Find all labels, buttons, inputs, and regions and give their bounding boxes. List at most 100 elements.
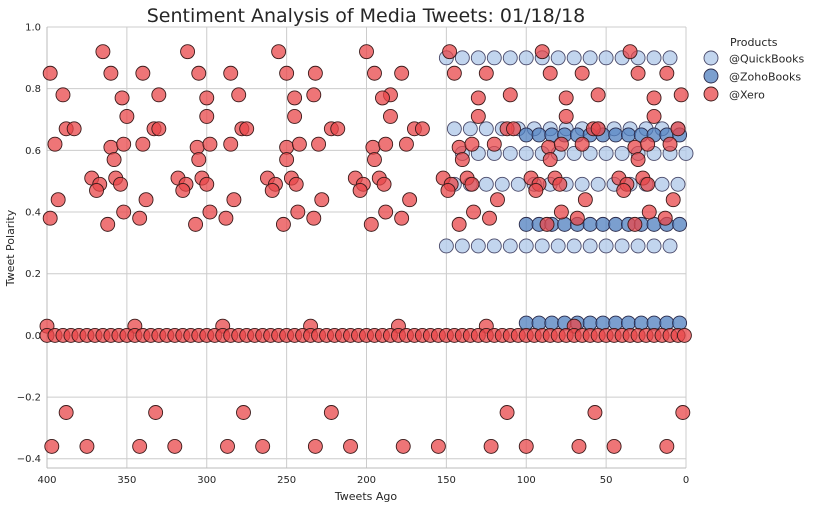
data-point — [306, 210, 322, 226]
data-point — [646, 108, 662, 124]
data-point — [239, 121, 255, 137]
data-point — [151, 121, 167, 137]
data-point — [582, 238, 598, 254]
data-point — [119, 108, 135, 124]
data-point — [148, 405, 164, 420]
data-point — [376, 176, 392, 192]
data-point — [646, 238, 662, 254]
data-point — [188, 216, 204, 232]
data-point — [486, 136, 502, 152]
data-point — [95, 44, 111, 60]
data-point — [375, 90, 390, 106]
x-tick-label: 350 — [117, 475, 136, 486]
data-point — [606, 438, 622, 454]
data-point — [595, 216, 611, 232]
data-point — [100, 216, 116, 232]
data-point — [446, 121, 462, 137]
data-point — [470, 90, 486, 106]
data-point — [367, 65, 382, 81]
data-point — [306, 87, 322, 103]
data-point — [566, 50, 582, 66]
data-point — [528, 182, 544, 198]
data-point — [598, 50, 614, 66]
data-points — [39, 44, 694, 454]
data-point — [132, 210, 148, 226]
data-point — [478, 121, 494, 137]
data-point — [616, 182, 632, 198]
y-tick-label: 0.6 — [25, 146, 41, 157]
data-point — [557, 216, 573, 232]
data-point — [641, 204, 657, 220]
data-point — [223, 65, 239, 81]
data-point — [395, 438, 411, 454]
data-point — [590, 87, 606, 103]
data-point — [614, 238, 630, 254]
data-point — [135, 136, 151, 152]
data-point — [582, 50, 598, 66]
data-point — [577, 192, 593, 208]
data-point — [470, 238, 486, 254]
data-point — [659, 438, 675, 454]
data-point — [506, 121, 521, 137]
data-point — [574, 136, 590, 152]
chart-title: Sentiment Analysis of Media Tweets: 01/1… — [147, 5, 586, 27]
data-point — [534, 44, 550, 60]
data-point — [202, 204, 218, 220]
legend-item: @QuickBooks — [703, 50, 804, 66]
data-point — [279, 152, 295, 168]
data-point — [566, 238, 582, 254]
data-point — [466, 204, 481, 220]
data-point — [518, 50, 534, 66]
data-point — [676, 327, 692, 343]
data-point — [630, 65, 646, 81]
data-point — [552, 176, 568, 192]
data-point — [590, 176, 606, 192]
data-point — [494, 176, 510, 192]
data-point — [89, 182, 104, 198]
data-point — [365, 139, 381, 155]
data-point — [569, 210, 585, 226]
data-point — [590, 121, 606, 137]
data-point — [454, 238, 470, 254]
data-point — [608, 315, 624, 331]
data-point — [542, 152, 558, 168]
data-point — [199, 108, 215, 124]
data-point — [218, 210, 234, 226]
data-point — [114, 90, 130, 106]
data-point — [42, 210, 58, 226]
data-point — [113, 176, 128, 192]
data-point — [670, 176, 686, 192]
data-point — [180, 44, 196, 60]
data-point — [518, 216, 534, 232]
x-tick-label: 250 — [277, 475, 296, 486]
x-tick-label: 0 — [683, 475, 689, 486]
data-point — [482, 210, 497, 226]
data-point — [378, 136, 394, 152]
data-point — [646, 90, 662, 106]
x-tick-label: 100 — [517, 475, 536, 486]
y-tick-label: 0.2 — [25, 269, 41, 280]
data-point — [659, 65, 675, 81]
data-point — [116, 136, 132, 152]
data-point — [558, 108, 574, 124]
data-point — [279, 65, 295, 81]
data-point — [44, 438, 60, 454]
data-point — [42, 65, 58, 81]
data-point — [502, 238, 518, 254]
data-point — [630, 152, 646, 168]
data-point — [558, 90, 574, 106]
data-point — [640, 176, 656, 192]
data-point — [673, 87, 689, 103]
data-point — [226, 192, 242, 208]
data-point — [383, 108, 398, 124]
legend-marker — [703, 68, 719, 84]
data-point — [553, 136, 569, 152]
data-point — [478, 176, 494, 192]
data-point — [478, 65, 494, 81]
data-point — [363, 216, 379, 232]
y-tick-label: 0.8 — [25, 84, 41, 95]
data-point — [598, 238, 614, 254]
data-point — [464, 176, 480, 192]
data-point — [378, 204, 394, 220]
data-point — [199, 90, 215, 106]
